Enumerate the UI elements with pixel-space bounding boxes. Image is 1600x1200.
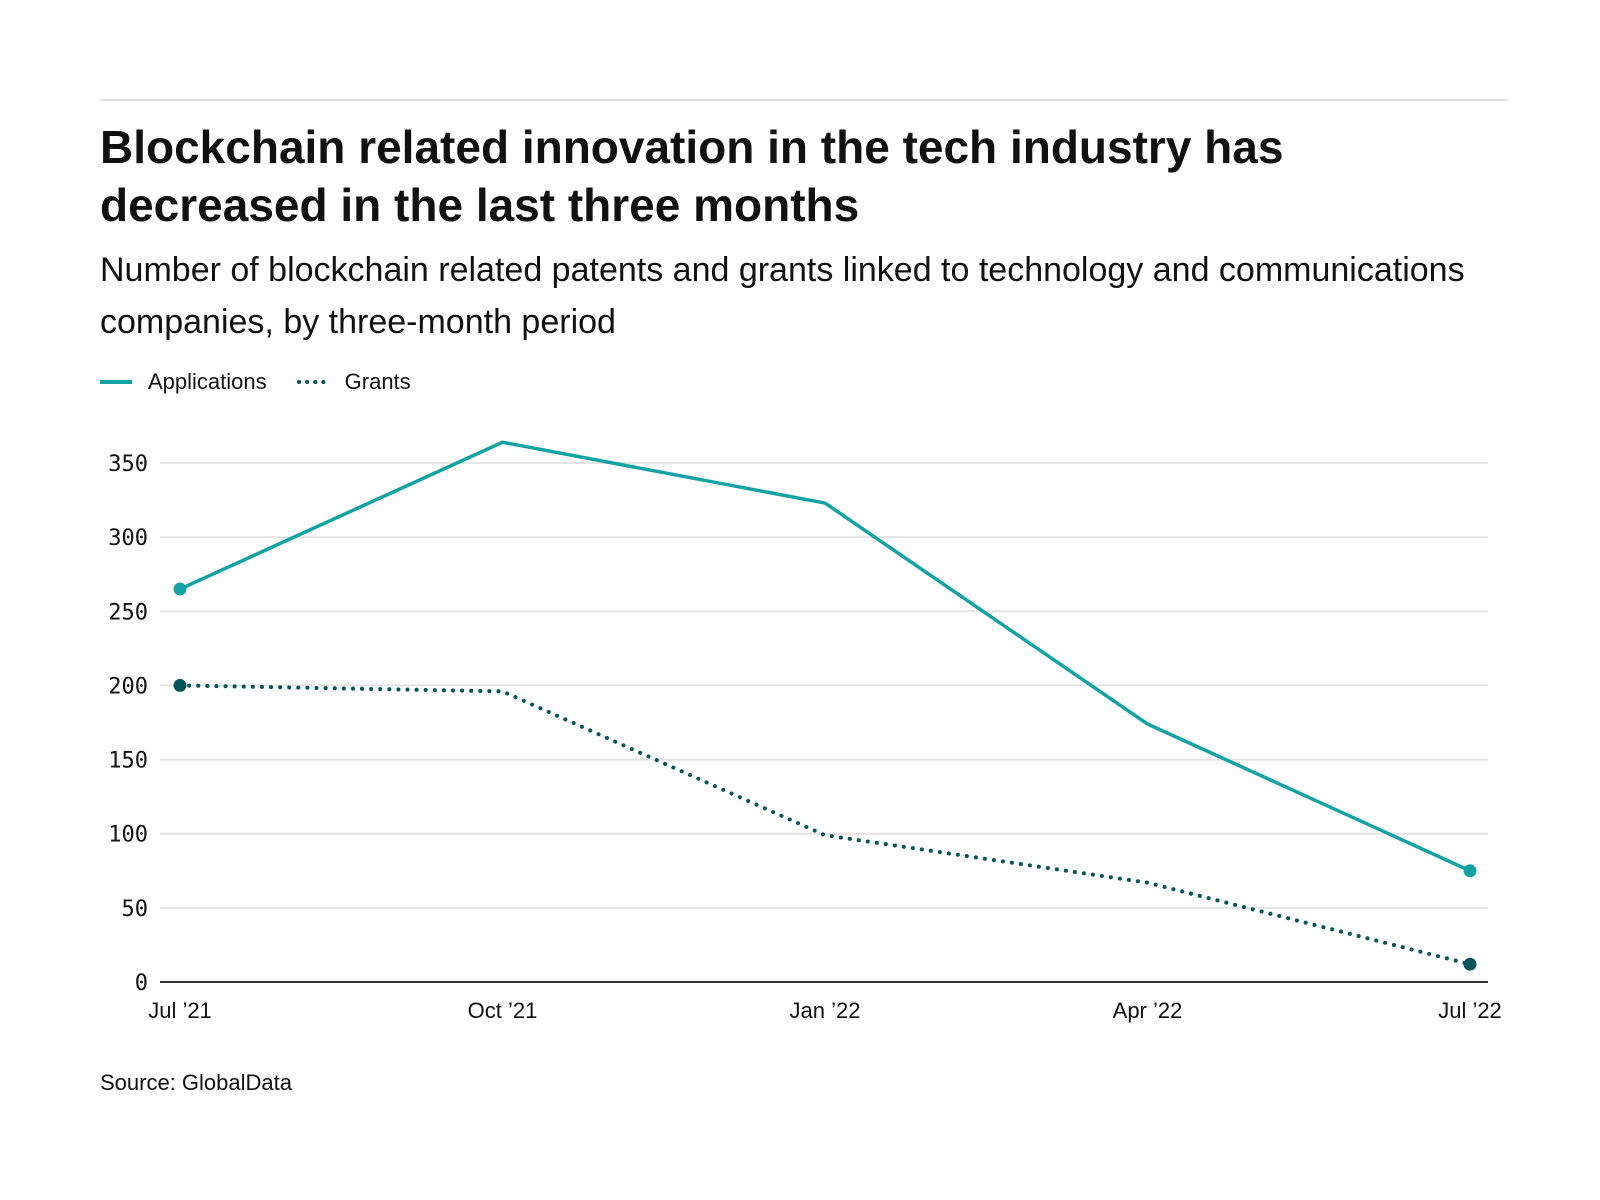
series-line-grants xyxy=(178,683,1472,967)
y-tick-label: 200 xyxy=(108,674,148,699)
chart-subtitle: Number of blockchain related patents and… xyxy=(100,251,1465,341)
data-point-applications xyxy=(173,582,187,596)
y-tick-label: 100 xyxy=(108,823,148,848)
solid-line-swatch-icon xyxy=(100,380,132,384)
series-line-applications xyxy=(179,440,1471,873)
y-tick-label: 350 xyxy=(108,452,148,477)
dotted-line-swatch-icon xyxy=(296,380,329,384)
data-point-grants xyxy=(173,678,187,692)
y-tick-label: 300 xyxy=(108,526,148,551)
x-tick-label: Jul ’21 xyxy=(148,998,212,1023)
legend-label: Grants xyxy=(344,369,411,394)
data-point-grants xyxy=(1463,957,1477,971)
y-tick-label: 150 xyxy=(108,749,148,774)
y-tick-label: 50 xyxy=(122,897,149,922)
x-tick-label: Jan ’22 xyxy=(790,998,861,1023)
x-tick-label: Oct ’21 xyxy=(468,998,538,1023)
chart-title: Blockchain related innovation in the tec… xyxy=(100,121,1284,231)
y-tick-label: 0 xyxy=(135,971,148,996)
top-divider xyxy=(100,99,1508,101)
legend-item-applications: Applications xyxy=(100,368,267,396)
source-note: Source: GlobalData xyxy=(100,1070,292,1095)
chart-header: Blockchain related innovation in the tec… xyxy=(100,118,1520,396)
legend-item-grants: Grants xyxy=(296,368,411,396)
x-tick-label: Apr ’22 xyxy=(1113,998,1183,1023)
data-point-applications xyxy=(1463,864,1477,878)
legend: Applications Grants xyxy=(100,368,1520,396)
legend-label: Applications xyxy=(148,369,267,394)
x-tick-label: Jul ’22 xyxy=(1438,998,1502,1023)
y-tick-label: 250 xyxy=(108,600,148,625)
